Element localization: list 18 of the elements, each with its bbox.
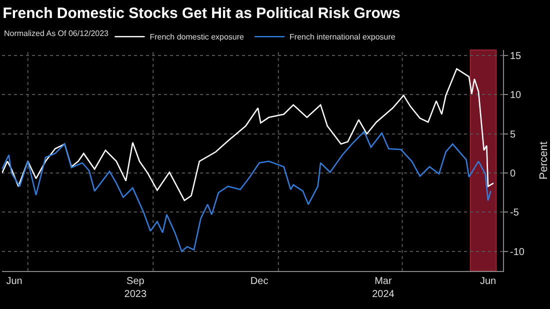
- y-tick-label: -5: [510, 208, 520, 219]
- chart-title: French Domestic Stocks Get Hit as Political Risk Grows: [2, 5, 400, 22]
- x-tick-label: Jun: [6, 276, 22, 287]
- line-series: [2, 130, 492, 252]
- chart-subtitle: Normalized As Of 06/12/2023: [4, 29, 110, 38]
- x-tick-label: Jun: [480, 276, 496, 287]
- legend-label: French domestic exposure: [150, 32, 245, 42]
- legend-label: French international exposure: [290, 32, 396, 42]
- y-tick-label: 5: [510, 129, 516, 140]
- x-tick-label: Sep 2023: [124, 276, 147, 300]
- x-tick-label: Dec: [250, 276, 268, 287]
- y-tick-label: 10: [510, 90, 522, 102]
- x-tick-label: Mar 2024: [372, 276, 395, 300]
- y-tick-label: 15: [510, 50, 522, 62]
- y-axis-title: Percent: [538, 142, 550, 180]
- y-tick-label: -10: [510, 246, 525, 258]
- y-tick-label: 0: [510, 168, 516, 180]
- line-series: [2, 68, 494, 202]
